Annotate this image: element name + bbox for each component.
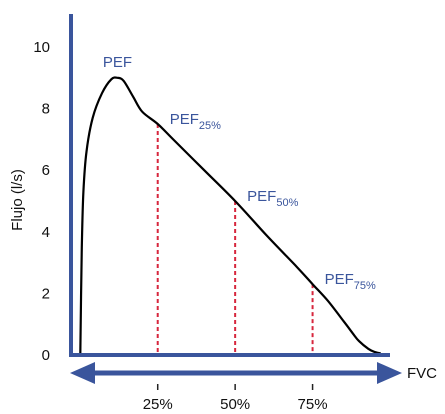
marker-lines	[156, 124, 314, 352]
flow-volume-curve	[79, 76, 382, 356]
pef-75-label: PEF75%	[325, 271, 376, 292]
x-tick-label: 25%	[143, 396, 173, 413]
fvc-double-arrow	[70, 362, 402, 384]
fvc-arrow-right-head	[377, 362, 402, 384]
y-ticks: 0 2 4 6 8 10	[33, 39, 50, 364]
x-tick-label: 75%	[298, 396, 328, 413]
y-tick-label: 2	[42, 285, 50, 302]
y-axis-label: Flujo (l/s)	[9, 169, 26, 231]
x-ticks: 25% 50% 75%	[143, 384, 328, 413]
pef-25-label: PEF25%	[170, 111, 221, 132]
y-tick-label: 6	[42, 162, 50, 179]
pef-label: PEF	[103, 54, 132, 71]
y-tick-label: 0	[42, 347, 50, 364]
annotations: PEF PEF25% PEF50% PEF75%	[103, 54, 376, 292]
x-tick-label: 50%	[220, 396, 250, 413]
y-tick-label: 8	[42, 101, 50, 118]
x-axis-label: FVC	[407, 365, 437, 382]
y-tick-label: 10	[33, 39, 50, 56]
fvc-arrow-left-head	[70, 362, 95, 384]
y-tick-label: 4	[42, 224, 50, 241]
pef-50-label: PEF50%	[247, 188, 298, 209]
